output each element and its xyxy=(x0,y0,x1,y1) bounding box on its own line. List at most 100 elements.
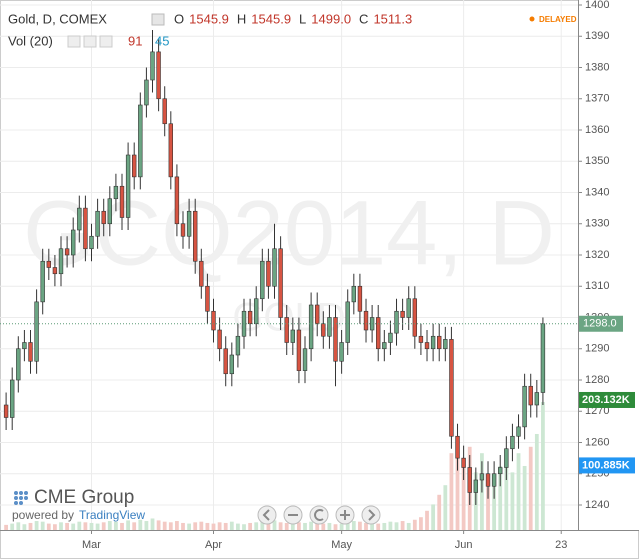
candle-body xyxy=(284,317,289,343)
candle-body xyxy=(58,248,64,275)
candle-body xyxy=(290,329,296,343)
volume-bar xyxy=(34,521,39,530)
candle-body xyxy=(406,298,411,318)
candle-body xyxy=(95,210,100,237)
candle-body xyxy=(241,310,247,337)
powered-by: powered by xyxy=(12,508,74,522)
candle-body xyxy=(150,51,155,81)
y-tick-label: 1310 xyxy=(585,280,609,292)
volume-bar xyxy=(394,522,399,530)
volume-bar xyxy=(59,522,63,530)
chart-title: Gold, D, COMEX xyxy=(8,11,107,26)
volume-bar xyxy=(248,522,253,530)
volume-bar xyxy=(290,523,295,530)
volume-bar xyxy=(406,522,411,530)
volume-bar xyxy=(309,521,314,530)
volume-bar xyxy=(431,504,436,530)
x-tick-label: May xyxy=(331,539,352,551)
candle-body xyxy=(77,207,82,231)
volume-bar xyxy=(16,522,21,530)
candle-body xyxy=(254,298,259,325)
candle-body xyxy=(412,298,418,337)
candle-body xyxy=(125,154,131,218)
candle-body xyxy=(3,404,9,418)
candle-body xyxy=(479,473,485,481)
candle-body xyxy=(89,235,94,250)
volume-bar xyxy=(303,522,307,530)
y-tick-label: 1260 xyxy=(585,436,609,448)
volume-bar xyxy=(236,523,240,530)
y-tick-label: 1360 xyxy=(585,124,609,136)
volume-bar xyxy=(351,521,356,530)
volume-bar xyxy=(175,521,179,530)
volume-bar xyxy=(339,523,344,530)
candle-body xyxy=(64,248,70,256)
candle-body xyxy=(534,392,540,406)
candle-body xyxy=(333,317,338,362)
y-tick-label: 1400 xyxy=(585,0,609,11)
candle-body xyxy=(382,342,387,350)
candle-body xyxy=(522,385,527,428)
y-tick-label: 1370 xyxy=(585,93,609,105)
volume-bar xyxy=(101,522,106,530)
candle-body xyxy=(34,301,39,362)
y-tick-label: 1340 xyxy=(585,186,609,198)
volume-title: Vol (20) xyxy=(8,33,53,48)
volume-bar xyxy=(376,523,381,530)
y-tick-label: 1390 xyxy=(585,30,609,42)
candle-body xyxy=(315,304,320,325)
candle-body xyxy=(40,260,45,303)
y-tick-label: 1290 xyxy=(585,343,609,355)
volume-bar xyxy=(510,472,515,530)
volume-bar xyxy=(486,478,490,530)
volume-bar xyxy=(211,523,216,530)
candle-body xyxy=(455,435,460,459)
candle-body xyxy=(504,448,509,468)
volume-bar xyxy=(345,522,350,530)
nav-buttons[interactable] xyxy=(257,505,381,525)
legend-key: H xyxy=(237,11,246,26)
candle-body xyxy=(180,223,186,237)
volume-bar xyxy=(266,521,271,530)
legend-key: O xyxy=(174,11,184,26)
legend-value: 1511.3 xyxy=(373,11,412,26)
candle-body xyxy=(327,317,332,337)
volume-bar xyxy=(83,522,88,530)
volume-bar xyxy=(412,519,417,530)
candle-body xyxy=(491,473,497,487)
volume-bar xyxy=(22,524,27,530)
candle-body xyxy=(10,379,15,418)
y-tick-label: 1350 xyxy=(585,155,609,167)
y2-tick-label: 203.132K xyxy=(582,394,630,406)
volume-bar xyxy=(53,524,57,530)
y-tick-label: 1280 xyxy=(585,374,609,386)
volume-bar xyxy=(388,521,393,530)
volume-bar xyxy=(278,522,283,530)
volume-bar xyxy=(522,465,527,530)
volume-bar xyxy=(77,521,82,530)
volume-bar xyxy=(449,453,454,530)
candle-body xyxy=(174,176,180,225)
candle-body xyxy=(132,154,137,178)
candle-body xyxy=(437,335,442,350)
candle-body xyxy=(168,123,173,178)
brand[interactable]: TradingView xyxy=(79,508,145,522)
x-tick-label: 23 xyxy=(555,539,567,551)
y-tick-label: 1380 xyxy=(585,61,609,73)
candle-body xyxy=(351,285,357,303)
y-tick-label: 1330 xyxy=(585,218,609,230)
candle-body xyxy=(467,467,472,493)
volume-bar xyxy=(504,459,509,530)
axes: 1240125012601270128012901300131013201330… xyxy=(0,0,635,551)
volume-bar xyxy=(156,520,161,530)
watermark: GCQ2014, D xyxy=(23,182,555,284)
candle-body xyxy=(363,310,369,331)
volume-bar xyxy=(534,433,539,530)
candle-body xyxy=(278,248,283,318)
candle-body xyxy=(345,301,350,343)
badge-dot xyxy=(529,16,535,22)
volume-bar xyxy=(254,522,259,530)
volume-bar xyxy=(114,521,118,530)
volume-bar xyxy=(541,401,545,530)
candle-body xyxy=(162,98,167,125)
